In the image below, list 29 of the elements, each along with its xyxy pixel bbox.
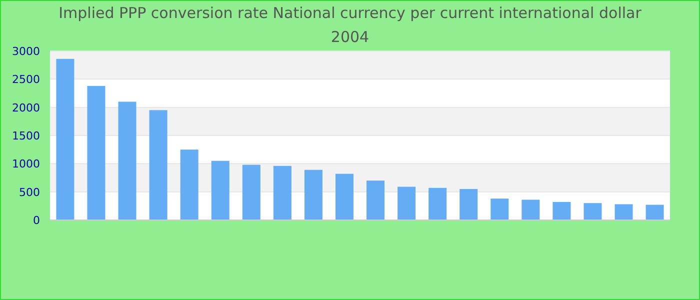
y-tick-label: 0 (33, 214, 40, 227)
bar (304, 170, 322, 220)
chart-subtitle: 2004 (330, 28, 370, 46)
bar (584, 203, 602, 220)
bar (552, 202, 571, 220)
chart-title: Implied PPP conversion rate National currency per current international dollar (58, 4, 642, 22)
y-tick-label: 1500 (12, 130, 40, 142)
y-tick-label: 2500 (12, 73, 40, 86)
y-tick-label: 500 (19, 186, 40, 199)
bar (398, 186, 416, 220)
bar (646, 204, 664, 220)
bar (614, 204, 633, 220)
y-tick-label: 2000 (12, 101, 40, 114)
bar (118, 102, 136, 220)
bar (428, 188, 447, 220)
bar (87, 86, 106, 220)
bar (335, 174, 354, 220)
bar (180, 150, 198, 220)
bar (490, 198, 509, 220)
bar (242, 164, 260, 220)
bar (273, 166, 292, 220)
bar (460, 189, 478, 220)
bar (522, 200, 540, 220)
bar (149, 110, 168, 220)
bar (366, 180, 385, 220)
y-tick-label: 3000 (12, 45, 40, 58)
bar (56, 58, 74, 220)
y-tick-label: 1000 (12, 158, 40, 171)
bar (211, 160, 230, 220)
